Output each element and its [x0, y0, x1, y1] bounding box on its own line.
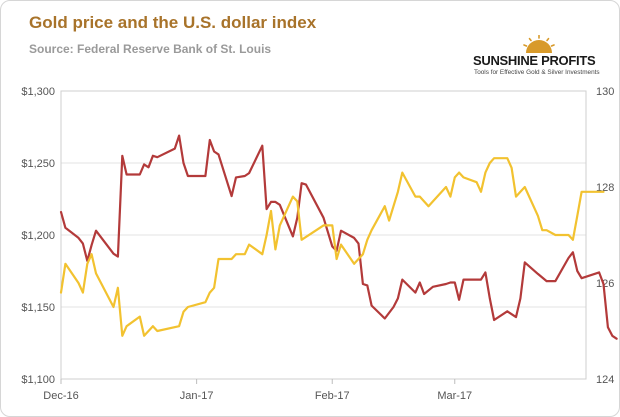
sunshine-profits-logo: SUNSHINE PROFITS Tools for Effective Gol… [473, 35, 613, 85]
right-tick-label: 130 [596, 86, 614, 98]
left-tick-label: $1,150 [21, 302, 55, 314]
x-tick-label: Dec-16 [43, 390, 78, 402]
logo-name: SUNSHINE PROFITS [473, 53, 596, 68]
x-axis: Dec-16 Jan-17 Feb-17 Mar-17 [43, 379, 472, 402]
x-tick-label: Mar-17 [437, 390, 472, 402]
grid-lines [61, 162, 586, 308]
logo-tagline: Tools for Effective Gold & Silver Invest… [474, 69, 600, 76]
series-layer [59, 134, 618, 340]
x-tick-label: Jan-17 [180, 390, 214, 402]
logo-name-part2: PROFITS [537, 53, 596, 68]
sun-icon [523, 35, 555, 53]
left-tick-label: $1,300 [21, 86, 55, 98]
series-line-2 [59, 157, 605, 337]
right-tick-label: 126 [596, 278, 614, 290]
left-tick-label: $1,100 [21, 374, 55, 386]
plot-border [60, 90, 587, 380]
chart-source: Source: Federal Reserve Bank of St. Loui… [29, 42, 272, 56]
left-tick-label: $1,250 [21, 158, 55, 170]
logo-name-part1: SUNSHINE [473, 53, 538, 68]
chart-title: Gold price and the U.S. dollar index [29, 13, 317, 32]
right-tick-label: 124 [596, 374, 614, 386]
left-axis: $1,100 $1,150 $1,200 $1,250 $1,300 [21, 86, 55, 386]
x-tick-label: Feb-17 [315, 390, 350, 402]
left-tick-label: $1,200 [21, 230, 55, 242]
series-line-1 [59, 134, 618, 340]
